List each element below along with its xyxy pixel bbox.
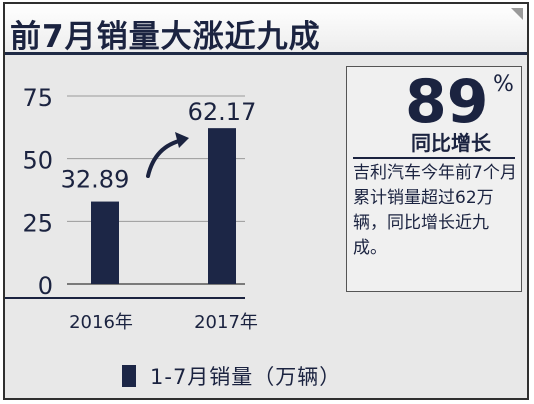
highlight-description: 吉利汽车今年前7个月累计销量超过62万辆，同比增长近九成。 xyxy=(353,163,517,258)
bar xyxy=(91,201,119,284)
x-tick-label: 2016年 xyxy=(69,312,133,333)
growth-arrow-head xyxy=(175,132,189,148)
data-label: 62.17 xyxy=(188,98,257,126)
title-bar: 前7月销量大涨近九成 xyxy=(5,4,527,55)
y-tick-label: 0 xyxy=(38,272,53,300)
x-tick-label: 2017年 xyxy=(194,312,258,333)
highlight-unit: % xyxy=(493,72,514,97)
chart-legend: 1-7月销量（万辆） xyxy=(122,362,341,390)
growth-arrow xyxy=(146,138,185,178)
data-label: 32.89 xyxy=(61,166,130,194)
y-tick-label: 50 xyxy=(22,147,53,175)
page-title: 前7月销量大涨近九成 xyxy=(10,19,321,55)
corner-fold-icon xyxy=(511,8,523,20)
highlight-divider xyxy=(353,157,515,159)
highlight-value: 89 xyxy=(405,67,489,137)
y-tick-label: 75 xyxy=(22,84,53,112)
y-tick-label: 25 xyxy=(22,209,53,237)
bar xyxy=(208,128,236,284)
highlight-caption: 同比增长 xyxy=(411,131,491,155)
bar-chart: 0 25 50 75 32.89 2016年 62.17 2017年 xyxy=(5,84,258,333)
highlight-box: 89 % 同比增长 吉利汽车今年前7个月累计销量超过62万辆，同比增长近九成。 xyxy=(346,66,522,292)
chart-area: 0 25 50 75 32.89 2016年 62.17 2017年 xyxy=(5,58,527,348)
legend-swatch xyxy=(122,365,136,387)
legend-label: 1-7月销量（万辆） xyxy=(150,365,342,389)
